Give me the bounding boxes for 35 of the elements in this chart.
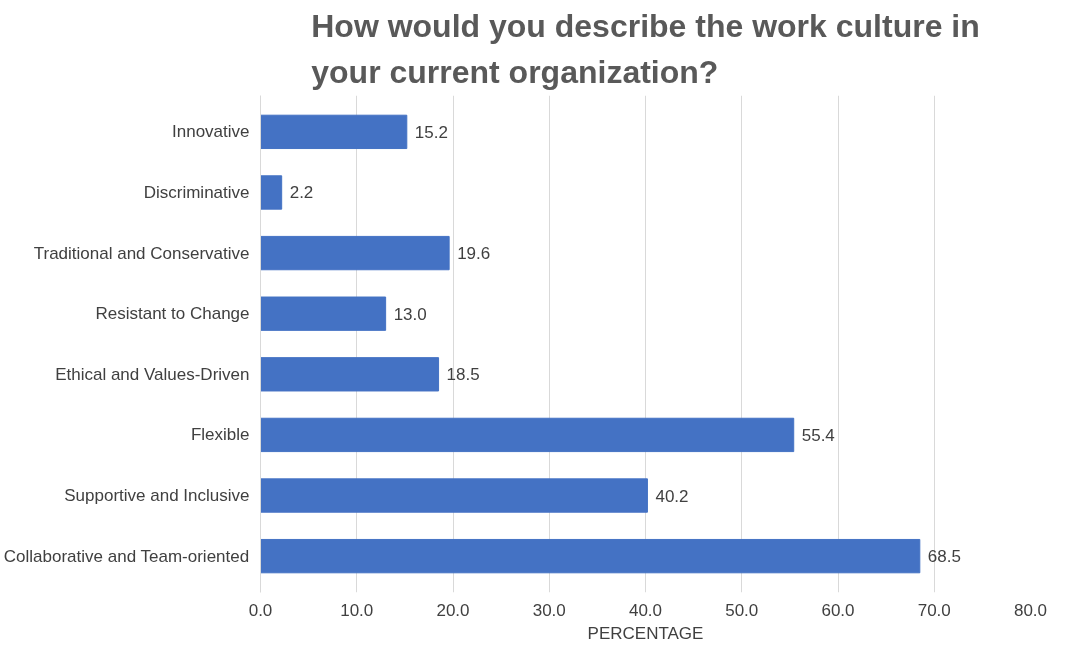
y-tick-label: Discriminative: [143, 182, 250, 202]
bar: [260, 478, 648, 513]
x-tick-label: 20.0: [436, 600, 470, 620]
x-axis-title: PERCENTAGE: [587, 623, 704, 643]
y-tick-label: Traditional and Conservative: [33, 243, 250, 263]
data-label: 55.4: [801, 425, 835, 445]
x-tick-label: 40.0: [628, 600, 663, 620]
bar: [260, 417, 795, 453]
data-label: 2.2: [289, 183, 314, 203]
y-tick-label: Flexible: [190, 425, 250, 445]
data-label: 40.2: [655, 486, 689, 506]
data-label: 15.2: [414, 122, 448, 142]
data-label: 18.5: [446, 365, 480, 385]
y-tick-label: Resistant to Change: [95, 304, 250, 324]
x-tick-label: 0.0: [248, 600, 273, 620]
y-tick-label: Innovative: [172, 122, 250, 142]
x-tick-label: 30.0: [532, 600, 566, 620]
data-label: 68.5: [927, 547, 961, 567]
data-label: 13.0: [393, 304, 427, 324]
y-tick-label: Ethical and Values-Driven: [55, 364, 250, 384]
y-tick-label: Supportive and Inclusive: [64, 486, 250, 506]
x-tick-label: 80.0: [1013, 600, 1048, 620]
chart-title: How would you describe the work culture in your current organization?: [311, 7, 980, 91]
x-tick-label: 60.0: [821, 600, 855, 620]
bar: [260, 538, 921, 574]
bar: [260, 357, 440, 392]
bar: [260, 296, 387, 331]
bar: [260, 235, 450, 271]
bar: [260, 175, 283, 210]
data-label: 19.6: [457, 244, 491, 264]
y-tick-label: Collaborative and Team-oriented: [3, 546, 250, 566]
bar: [260, 114, 408, 150]
x-tick-label: 70.0: [917, 600, 951, 620]
x-tick-label: 10.0: [340, 600, 374, 620]
x-tick-label: 50.0: [725, 600, 759, 620]
